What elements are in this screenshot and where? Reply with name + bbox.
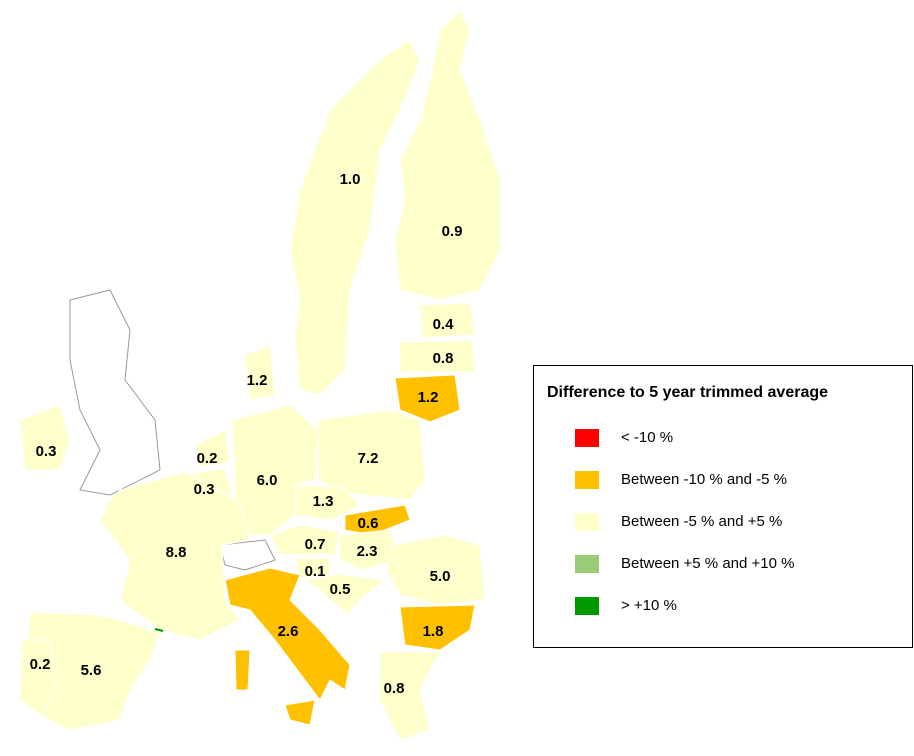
legend-label: Between +5 % and +10 % <box>621 555 794 572</box>
region <box>386 534 486 606</box>
region-label: 7.2 <box>358 450 379 467</box>
region-label: 0.9 <box>442 223 463 240</box>
legend-items: < -10 % Between -10 % and -5 % Between -5 … <box>575 429 794 615</box>
region-label: 1.0 <box>340 171 361 188</box>
ch-outline <box>219 539 276 571</box>
region-label: 0.3 <box>194 481 215 498</box>
region <box>27 611 161 731</box>
region-label: 2.3 <box>357 543 378 560</box>
legend-label: Between -10 % and -5 % <box>621 471 787 488</box>
region <box>294 484 361 521</box>
region <box>317 409 426 501</box>
region <box>419 302 476 339</box>
region-label: 8.8 <box>166 544 187 561</box>
region-label: 0.8 <box>384 680 405 697</box>
uk-outline <box>69 289 161 496</box>
legend-label: > +10 % <box>621 597 677 614</box>
region <box>394 374 461 423</box>
region-label: 5.0 <box>430 568 451 585</box>
region <box>224 567 351 726</box>
region <box>99 471 251 641</box>
region-label: 5.6 <box>81 662 102 679</box>
region-label: 0.2 <box>197 450 218 467</box>
legend-label: < -10 % <box>621 429 673 446</box>
region-label: 1.8 <box>423 623 444 640</box>
region-label: 0.6 <box>358 515 379 532</box>
region <box>19 404 71 471</box>
region-label: 2.6 <box>278 623 299 640</box>
region-label: 1.2 <box>247 372 268 389</box>
region-label: 0.5 <box>330 581 351 598</box>
region <box>344 504 411 536</box>
legend-swatch <box>575 429 599 447</box>
legend-title: Difference to 5 year trimmed average <box>547 384 828 401</box>
legend-swatch <box>575 513 599 531</box>
legend-swatch <box>575 471 599 489</box>
small-patch <box>154 628 164 632</box>
region <box>244 344 276 401</box>
region <box>269 524 341 556</box>
region <box>399 604 476 651</box>
region-label: 0.8 <box>433 350 454 367</box>
region-label: 0.7 <box>305 536 326 553</box>
region <box>303 573 387 616</box>
region-label: 1.3 <box>313 493 334 510</box>
region-label: 1.2 <box>418 389 439 406</box>
region-label: 0.2 <box>30 656 51 673</box>
region <box>339 529 401 571</box>
region <box>194 429 231 468</box>
region-label: 0.3 <box>36 443 57 460</box>
legend-swatch <box>575 597 599 615</box>
region <box>294 557 331 579</box>
region-label: 0.4 <box>433 316 455 333</box>
region <box>289 39 421 396</box>
legend-label: Between -5 % and +5 % <box>621 513 782 530</box>
region-label: 6.0 <box>257 472 278 489</box>
region-label: 0.1 <box>305 563 326 580</box>
region <box>399 339 476 373</box>
region <box>394 9 501 301</box>
legend-swatch <box>575 555 599 573</box>
region <box>379 651 441 741</box>
